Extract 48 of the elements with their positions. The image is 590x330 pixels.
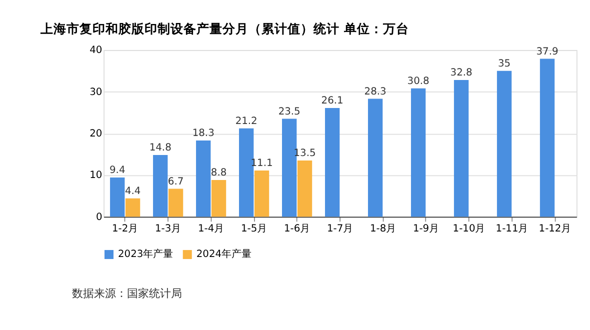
y-tick-label: 30 <box>90 86 102 98</box>
bar <box>324 108 340 217</box>
data-label: 28.3 <box>364 86 386 98</box>
x-tick-label: 1-3月 <box>154 224 182 235</box>
bar <box>297 160 312 217</box>
data-label: 21.2 <box>235 116 258 127</box>
y-tick-label: 20 <box>90 128 102 140</box>
x-tick-label: 1-11月 <box>496 224 528 235</box>
x-tick-label: 1-2月 <box>112 224 138 235</box>
x-tick-label: 1-6月 <box>284 224 310 235</box>
bar <box>125 198 140 217</box>
bar <box>368 98 383 217</box>
bar <box>211 180 226 217</box>
chart-title: 上海市复印和胶版印制设备产量分月（累计值）统计 单位：万台 <box>40 20 409 36</box>
data-label: 37.9 <box>536 46 558 58</box>
data-label: 14.8 <box>149 142 172 154</box>
data-label: 9.4 <box>110 165 126 176</box>
x-tick-label: 1-9月 <box>412 224 440 235</box>
x-tick-label: 1-5月 <box>240 224 268 235</box>
bar <box>254 170 270 217</box>
x-tick-label: 1-10月 <box>452 224 486 235</box>
data-label: 4.4 <box>124 186 141 197</box>
data-label: 23.5 <box>278 106 300 118</box>
y-tick-label: 0 <box>96 212 102 223</box>
bar <box>110 178 125 217</box>
bar <box>410 88 426 217</box>
bar <box>540 58 555 217</box>
data-label: 35 <box>498 58 511 70</box>
legend-label: 2024年产量 <box>196 248 252 260</box>
source-note: 数据来源：国家统计局 <box>72 286 182 300</box>
x-tick-label: 1-12月 <box>538 224 572 235</box>
data-label: 8.8 <box>210 168 227 179</box>
bar <box>496 70 512 217</box>
bar <box>168 188 184 217</box>
y-tick-label: 40 <box>90 45 102 56</box>
data-label: 6.7 <box>168 176 184 188</box>
bar <box>454 80 469 217</box>
bar <box>196 140 211 217</box>
data-label: 18.3 <box>192 128 214 139</box>
data-label: 30.8 <box>407 76 430 87</box>
bar <box>153 155 168 217</box>
x-tick-label: 1-4月 <box>198 224 224 235</box>
y-tick-label: 10 <box>90 170 102 182</box>
x-tick-label: 1-8月 <box>370 224 396 235</box>
x-tick-label: 1-7月 <box>326 224 354 235</box>
legend-label: 2023年产量 <box>118 248 174 260</box>
data-label: 32.8 <box>450 68 472 79</box>
data-label: 26.1 <box>321 95 344 106</box>
